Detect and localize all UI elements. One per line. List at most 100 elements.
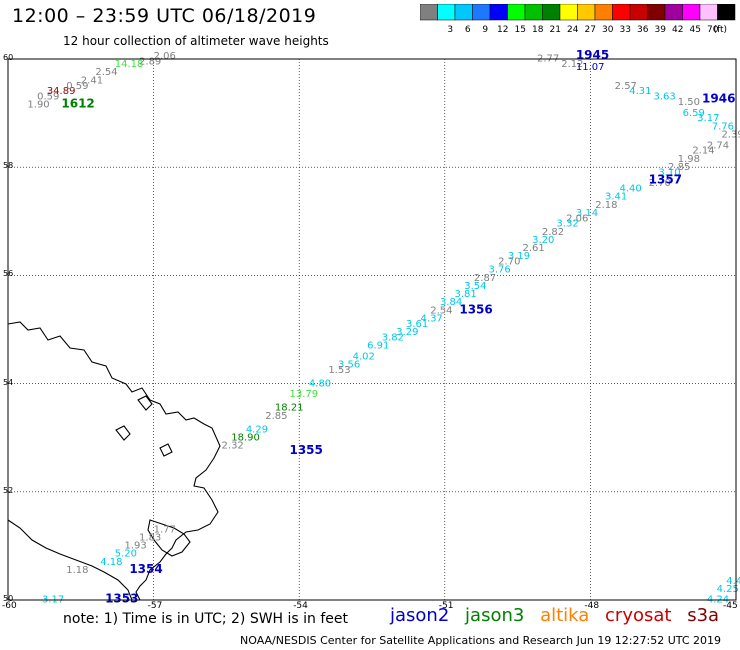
legend-cryosat: cryosat [605,605,672,626]
colorbar-tick-label: 18 [532,25,544,35]
pass-time-label: 1354 [129,562,162,576]
wave-height-value: 4.18 [100,557,122,568]
coastline-segment [7,321,221,601]
wave-height-value: 18.90 [231,432,260,443]
wave-height-value: 2.32 [222,441,244,452]
page-title: 12:00 – 23:59 UTC 06/18/2019 [12,5,317,27]
longitude-label: -45 [723,601,738,611]
wave-height-value: 3.20 [532,235,554,246]
wave-height-value: 2.12 [561,59,583,70]
wave-height-value: 34.89 [47,86,76,97]
wave-height-value: 0.59 [37,92,59,103]
wave-height-value: 4.02 [353,351,375,362]
wave-height-value: 1.53 [328,365,350,376]
wave-height-value: 3.81 [455,289,477,300]
colorbar-tick-label: 39 [655,25,667,35]
wave-height-value: 14.18 [115,59,144,70]
wave-height-value: 3.14 [576,208,598,219]
wave-height-value: 2.54 [430,305,452,316]
latitude-label: 50 [3,594,14,603]
wave-height-value: 1.83 [139,532,161,543]
wave-height-value: 18.21 [275,403,304,414]
wave-height-value: 1.77 [154,524,176,535]
colorbar-tick-label: 27 [585,25,596,35]
colorbar-tick-label: 9 [482,25,488,35]
wave-height-value: 1.50 [678,97,700,108]
wave-height-value: 2.61 [522,243,544,254]
wave-height-value: 6.59 [683,108,705,119]
coastline-segment [7,519,133,601]
coastline-segment [115,425,131,441]
legend-jason2: jason2 [390,605,450,626]
colorbar-tick-label: 33 [620,25,631,35]
legend-s3a: s3a [687,605,720,626]
wave-height-value: 2.54 [95,67,117,78]
latitude-label: 56 [3,269,14,279]
pass-time-label: 1356 [459,302,492,316]
colorbar-tick-label: 30 [602,25,614,35]
wave-height-value: 2.14 [692,146,714,157]
wave-height-value: 2.18 [595,200,617,211]
wave-height-value: 3.41 [605,192,627,203]
wave-height-value: 4.40 [620,184,642,195]
wave-height-value: 3.54 [464,281,486,292]
pass-time-label: 1945 [576,48,609,62]
wave-height-value: 0.59 [66,81,88,92]
colorbar-tick-label: 21 [550,25,561,35]
wave-height-value: 2.06 [566,213,588,224]
colorbar-tick-label: 24 [567,25,579,35]
wave-height-value: 4.4 [726,576,740,587]
colorbar-tick-label: 45 [690,25,701,35]
colorbar-tick-label: 70 [707,25,719,35]
wave-height-value: 1.90 [27,100,49,111]
colorbar-tick-label: 12 [497,25,508,35]
latitude-label: 52 [3,485,14,495]
wave-height-value: 2.89 [139,56,161,67]
wave-height-value: 1.98 [678,154,700,165]
latitude-label: 60 [3,53,14,62]
footer-note: note: 1) Time is in UTC; 2) SWH is in fe… [63,611,349,627]
map-frame [7,58,737,601]
map-grid [8,59,736,600]
wave-height-value: 3.82 [382,332,404,343]
coastline [7,321,221,601]
wave-height-value: 11.07 [576,62,605,73]
credit-line: NOAA/NESDIS Center for Satellite Applica… [240,634,722,647]
wave-height-value: 2.85 [265,411,287,422]
colorbar-tick-label: 15 [515,25,526,35]
page-subtitle: 12 hour collection of altimeter wave hei… [63,34,329,48]
wave-height-value: 7.76 [712,121,734,132]
legend-jason3: jason3 [465,605,525,626]
wave-height-value: 3.76 [488,265,510,276]
latitude-label: 58 [3,161,14,171]
colorbar-unit: (ft) [713,25,727,35]
colorbar: 3 6 9 12 15 18 21 24 27 30 33 36 39 42 45 70(ft) [420,4,736,35]
wave-height-value: 3.84 [440,297,462,308]
coastline-segment [147,519,191,557]
wave-height-value: 2.70 [649,178,671,189]
pass-time-label: 1355 [289,443,322,457]
pass-time-label: 1612 [61,97,94,111]
wave-height-value: 4.31 [629,86,651,97]
longitude-label: -48 [584,601,600,611]
pass-time-label: 1357 [649,172,682,186]
pass-time-label: 1946 [702,91,735,105]
colorbar-tick-label: 36 [637,25,649,35]
longitude-label: -51 [438,601,454,611]
wave-height-value: 2.85 [668,162,690,173]
wave-height-value: 2.87 [474,273,496,284]
wave-height-value: 4.25 [717,584,739,595]
wave-height-value: 3.32 [556,219,578,230]
pass-time-label: 1353 [105,592,138,605]
wave-height-value: 3.56 [338,359,360,370]
wave-height-value: 6.91 [367,340,389,351]
wave-height-value: 2.57 [615,81,637,92]
wave-height-value: 2.06 [154,51,176,62]
wave-height-value: 3.19 [508,251,530,262]
wave-height-value: 3.10 [658,167,680,178]
wave-height-value: 2.74 [707,140,729,151]
wave-height-value: 4.29 [246,424,268,435]
wave-height-value: 3.63 [653,92,675,103]
